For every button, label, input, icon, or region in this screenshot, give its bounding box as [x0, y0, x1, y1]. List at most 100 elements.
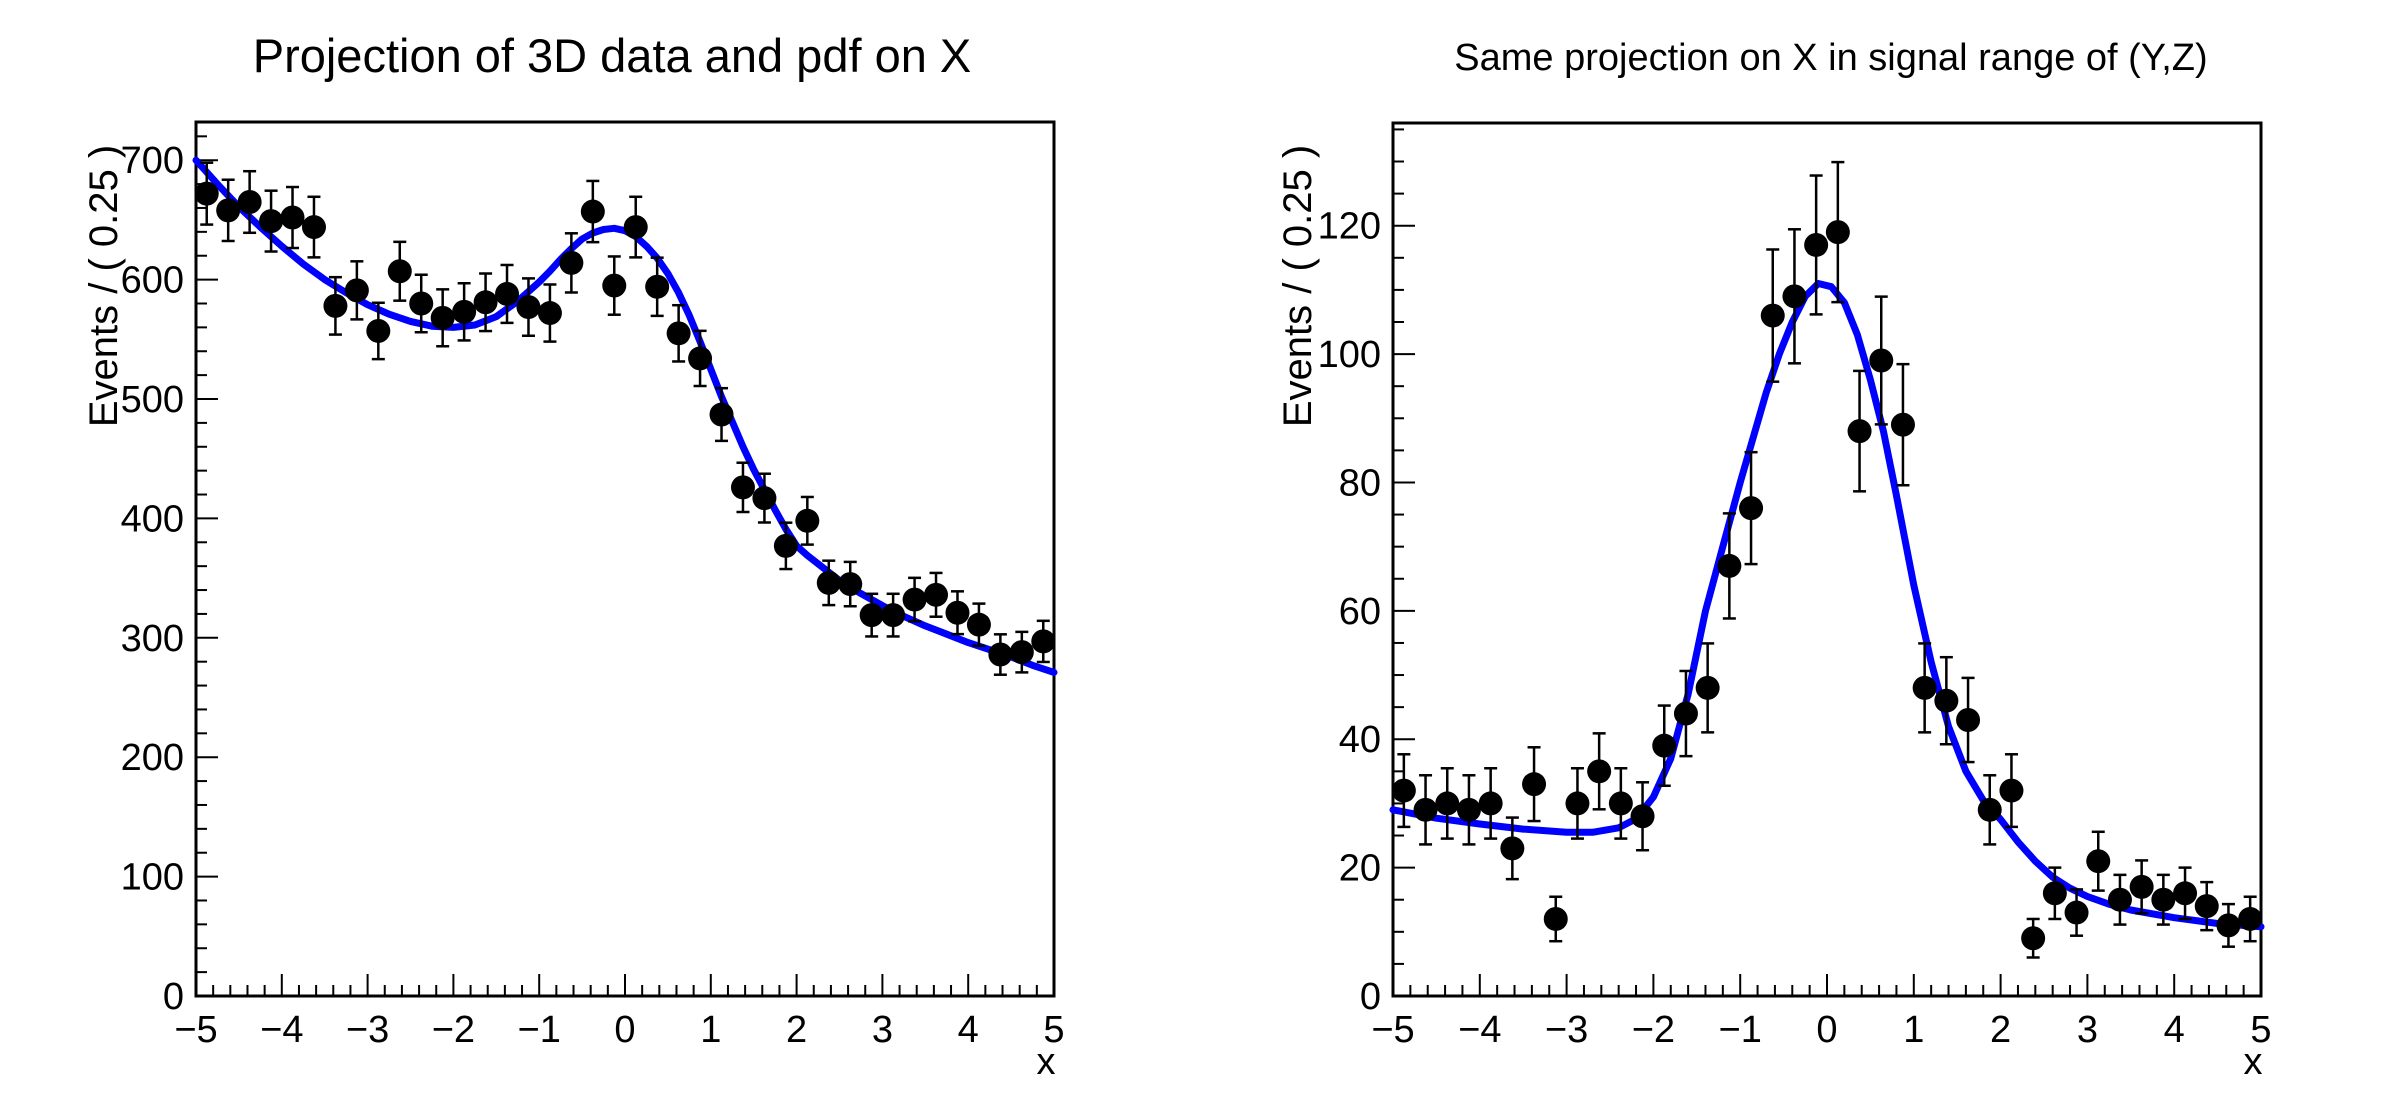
data-point [473, 290, 498, 315]
data-point [709, 402, 734, 427]
data-point [881, 603, 906, 628]
data-point [323, 293, 348, 318]
data-point [988, 642, 1013, 667]
data-point [580, 199, 605, 224]
data-point [1782, 284, 1807, 309]
data-point [838, 572, 863, 597]
data-point [1760, 303, 1785, 328]
x-tick-label: 5 [1043, 1009, 1064, 1051]
x-tick-label: 0 [1816, 1009, 1837, 1051]
y-tick-label: 20 [1339, 848, 1381, 890]
x-tick-label: −5 [1371, 1009, 1414, 1051]
y-tick-label: 120 [1318, 206, 1381, 248]
data-point [516, 295, 541, 320]
data-point [1543, 906, 1568, 931]
y-axis-title: Events / ( 0.25 ) [82, 145, 126, 427]
data-point [1031, 629, 1056, 654]
y-tick-label: 60 [1339, 591, 1381, 633]
data-point [1500, 836, 1525, 861]
data-point [430, 305, 455, 330]
data-point [623, 215, 648, 240]
data-point [1956, 707, 1981, 732]
data-point [902, 587, 927, 612]
data-point [1739, 496, 1764, 521]
x-axis-title: x [2244, 1041, 2263, 1083]
data-point [495, 281, 520, 306]
data-point [2194, 894, 2219, 919]
x-tick-label: −2 [432, 1009, 475, 1051]
data-point [1391, 778, 1416, 803]
x-axis-title: x [1037, 1041, 1056, 1083]
data-point [1695, 675, 1720, 700]
data-point [387, 259, 412, 284]
y-tick-label: 0 [1360, 976, 1381, 1018]
data-point [945, 600, 970, 625]
data-point [2064, 900, 2089, 925]
data-point [773, 533, 798, 558]
data-point [2021, 926, 2046, 951]
data-point [1565, 791, 1590, 816]
data-point [1804, 232, 1829, 257]
data-point [259, 209, 284, 234]
data-point [2216, 913, 2241, 938]
fit-curve [1389, 280, 2265, 931]
data-point [1673, 701, 1698, 726]
data-point [1456, 797, 1481, 822]
data-point [1009, 640, 1034, 665]
chart-title: Same projection on X in signal range of … [1454, 37, 2207, 79]
data-point [1869, 348, 1894, 373]
x-tick-label: 2 [1990, 1009, 2011, 1051]
x-tick-label: −4 [260, 1009, 303, 1051]
data-point [1522, 772, 1547, 797]
y-tick-label: 40 [1339, 719, 1381, 761]
y-axis-title: Events / ( 0.25 ) [1276, 145, 1320, 427]
data-point [924, 582, 949, 607]
data-point [301, 215, 326, 240]
data-point [537, 301, 562, 326]
right-chart: −5 −4 −3 −2 −1 0 1 2 3 4 5 0 20 40 60 80 100 120 Same proj… [1276, 37, 2272, 1083]
x-tick-label: −1 [518, 1009, 561, 1051]
data-point [1630, 804, 1655, 829]
y-tick-label: 400 [121, 498, 184, 540]
x-tick-label: −1 [1719, 1009, 1762, 1051]
data-point [559, 250, 584, 275]
data-point [1977, 797, 2002, 822]
y-tick-label: 0 [163, 976, 184, 1018]
data-point [344, 278, 369, 303]
x-tick-label: 5 [2250, 1009, 2271, 1051]
data-point [237, 189, 262, 214]
x-tick-label: 4 [958, 1009, 979, 1051]
y-tick-label: 100 [121, 857, 184, 899]
plot-frame [194, 120, 1056, 998]
y-tick-label: 200 [121, 737, 184, 779]
data-point [730, 475, 755, 500]
data-point [1435, 791, 1460, 816]
data-point [752, 486, 777, 511]
data-point [1934, 688, 1959, 713]
data-point [2151, 887, 2176, 912]
x-tick-label: 4 [2164, 1009, 2185, 1051]
x-tick-label: −5 [174, 1009, 217, 1051]
x-tick-label: 3 [2077, 1009, 2098, 1051]
data-point [2173, 881, 2198, 906]
data-point [452, 299, 477, 324]
x-tick-label: 3 [872, 1009, 893, 1051]
data-point [2042, 881, 2067, 906]
x-tick-label: −3 [1545, 1009, 1588, 1051]
data-point [194, 181, 219, 206]
data-point [1890, 412, 1915, 437]
x-tick-label: 1 [700, 1009, 721, 1051]
data-point [1999, 778, 2024, 803]
data-point [1717, 553, 1742, 578]
data-point [666, 321, 691, 346]
data-point [1587, 759, 1612, 784]
data-point [1413, 797, 1438, 822]
y-tick-label: 300 [121, 618, 184, 660]
data-point [645, 274, 670, 299]
plot-frame [1391, 121, 2263, 998]
x-tick-label: −3 [346, 1009, 389, 1051]
y-tick-label: 500 [121, 379, 184, 421]
data-point [1912, 675, 1937, 700]
data-point [816, 570, 841, 595]
data-point [795, 508, 820, 533]
